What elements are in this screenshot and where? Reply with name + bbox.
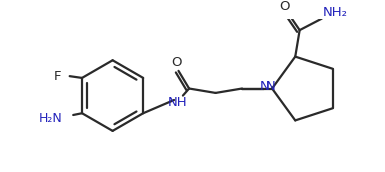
Text: NH: NH [168,96,187,109]
Text: N: N [260,80,270,93]
Text: O: O [171,56,182,69]
Text: N: N [265,80,275,93]
Text: O: O [280,0,290,13]
Text: H₂N: H₂N [39,112,63,125]
Text: NH₂: NH₂ [323,6,348,19]
Text: F: F [54,70,61,83]
